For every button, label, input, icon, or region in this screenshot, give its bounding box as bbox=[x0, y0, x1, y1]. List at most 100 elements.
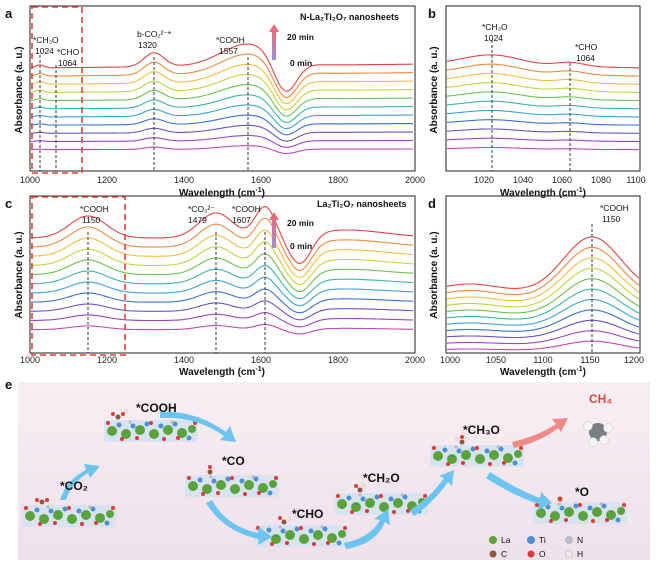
panel-a-tick: 1800 bbox=[328, 175, 348, 185]
panel-c-tick: 1600 bbox=[251, 355, 271, 365]
panel-a-bco2-value: 1320 bbox=[138, 40, 157, 50]
panel-c: c *COOH 1150 *CO₃²⁻ 1479 *COOH 1607 La₂T… bbox=[5, 195, 425, 378]
panel-a-label: a bbox=[5, 6, 13, 21]
spectrum-curve bbox=[446, 257, 640, 302]
spectrum-curve bbox=[31, 288, 413, 314]
panel-a-x-ticks: 1000 1200 1400 1600 1800 2000 bbox=[20, 175, 425, 185]
panel-c-zoom-box bbox=[31, 196, 126, 356]
spectrum-curve bbox=[30, 94, 413, 123]
spectrum-curve bbox=[30, 53, 413, 99]
spectrum-curve bbox=[30, 63, 414, 105]
panel-b-ch3o-label: *CH₃O bbox=[482, 22, 508, 32]
legend-h: H bbox=[577, 549, 583, 559]
label-ch3o: *CH₃O bbox=[463, 423, 500, 437]
legend-n: N bbox=[577, 535, 583, 545]
panel-c-tick: 1800 bbox=[328, 355, 348, 365]
panel-a-bco2-label: b-CO₂²⁻* bbox=[137, 29, 172, 39]
panel-b-x-ticks: 1020 1040 1060 1080 1100 bbox=[474, 175, 646, 185]
legend-la: La bbox=[501, 535, 511, 545]
spectrum-curve bbox=[31, 323, 413, 335]
panel-b-tick: 1020 bbox=[474, 175, 494, 185]
spectrum-curve bbox=[446, 119, 639, 126]
spectrum-curve bbox=[446, 137, 640, 143]
panel-a-ch3o-value: 1024 bbox=[35, 46, 54, 56]
spectrum-curve bbox=[446, 82, 640, 93]
panel-b-spectra bbox=[446, 54, 640, 151]
panel-a-time-arrow bbox=[272, 30, 276, 60]
legend-ti: Ti bbox=[539, 535, 546, 545]
spectrum-curve bbox=[446, 246, 640, 296]
legend-o: O bbox=[539, 549, 546, 559]
panel-a-frame bbox=[29, 5, 416, 172]
spectrum-curve bbox=[447, 146, 639, 151]
panel-c-time-arrowhead bbox=[269, 212, 279, 220]
panel-a-cooh-value: 1557 bbox=[219, 46, 238, 56]
legend-o-dot bbox=[527, 550, 535, 558]
spectrum-curve bbox=[31, 253, 414, 293]
label-co2: *CO₂ bbox=[60, 479, 88, 493]
panel-a-time-arrowhead bbox=[269, 24, 279, 32]
panel-d-tick: 1150 bbox=[580, 355, 599, 365]
spectrum-curve bbox=[30, 217, 414, 271]
spectrum-curve bbox=[446, 319, 640, 339]
panel-c-time-arrow bbox=[272, 218, 276, 248]
spectrum-curve bbox=[446, 72, 639, 85]
panel-c-cooh1-label: *COOH bbox=[80, 204, 109, 214]
spectrum-curve bbox=[446, 267, 640, 308]
panel-c-cooh1-value: 1150 bbox=[82, 215, 101, 225]
panel-a-cho-value: 1064 bbox=[58, 58, 77, 68]
arrow-ch2o-ch3o bbox=[410, 470, 454, 516]
panel-d-y-label: Absorbance (a. u.) bbox=[429, 231, 440, 318]
panel-a-title: N-La₂Ti₂O₇ nanosheets bbox=[300, 12, 399, 22]
arrow-co-cho bbox=[206, 500, 272, 545]
panel-c-y-label: Absorbance (a. u.) bbox=[14, 231, 25, 318]
legend-c: C bbox=[501, 549, 507, 559]
panel-b-cho-label: *CHO bbox=[575, 42, 598, 52]
element-legend: La Ti N C O H bbox=[489, 535, 583, 559]
panel-a-cho-label: *CHO bbox=[57, 47, 80, 57]
panel-c-x-ticks: 1000 1200 1400 1600 1800 2000 bbox=[20, 355, 425, 365]
panel-b-tick: 1060 bbox=[552, 175, 572, 185]
slab-cho bbox=[254, 516, 348, 547]
panel-a-x-label: Wavelength (cm-1) bbox=[179, 187, 265, 199]
panel-d-x-label: Wavelength (cm-1) bbox=[500, 366, 586, 378]
panel-d-tick: 1050 bbox=[486, 355, 506, 365]
panel-b-tick: 1040 bbox=[513, 175, 533, 185]
spectrum-curve bbox=[446, 309, 640, 332]
panel-d-cooh-value: 1150 bbox=[602, 214, 621, 224]
label-ch2o: *CH₂O bbox=[363, 471, 400, 485]
panel-d-label: d bbox=[428, 196, 436, 211]
spectrum-curve bbox=[31, 276, 414, 307]
panel-c-tick: 1200 bbox=[97, 355, 117, 365]
panel-a-tick: 2000 bbox=[405, 175, 425, 185]
panel-b-tick: 1080 bbox=[591, 175, 611, 185]
arrow-cooh-co bbox=[160, 411, 236, 442]
panel-c-co3-label: *CO₃²⁻ bbox=[188, 204, 215, 214]
slab-co bbox=[185, 465, 279, 497]
panel-a-time-bottom: 0 min bbox=[290, 58, 312, 68]
spectrum-curve bbox=[446, 54, 639, 69]
panel-b: b *CH₃O 1024 *CHO 1064 1020 1040 1060 10… bbox=[428, 5, 646, 199]
panel-a-spectra bbox=[30, 43, 414, 155]
spectrum-curve bbox=[446, 109, 639, 118]
spectrum-curve bbox=[31, 264, 414, 300]
arrow-cho-ch2o bbox=[344, 509, 390, 549]
spectrum-curve bbox=[446, 236, 640, 289]
spectrum-curve bbox=[30, 241, 414, 286]
slab-ch2o bbox=[334, 482, 428, 515]
panel-a-tick: 1000 bbox=[20, 175, 40, 185]
panel-d: d *COOH 1150 1000 1050 1100 1150 1200 Wa… bbox=[428, 195, 644, 378]
spectrum-curve bbox=[30, 229, 414, 279]
spectrum-curve bbox=[30, 124, 413, 142]
panel-e-label: e bbox=[5, 377, 12, 392]
spectrum-curve bbox=[30, 134, 413, 148]
legend-ti-dot bbox=[527, 536, 535, 544]
panel-b-ch3o-value: 1024 bbox=[484, 33, 503, 43]
spectrum-curve bbox=[446, 63, 639, 77]
panel-d-cooh-label: *COOH bbox=[600, 203, 629, 213]
panel-b-cho-value: 1064 bbox=[576, 53, 595, 63]
spectrum-curve bbox=[446, 91, 640, 102]
panel-a-tick: 1400 bbox=[174, 175, 194, 185]
panel-c-cooh2-value: 1607 bbox=[232, 215, 251, 225]
